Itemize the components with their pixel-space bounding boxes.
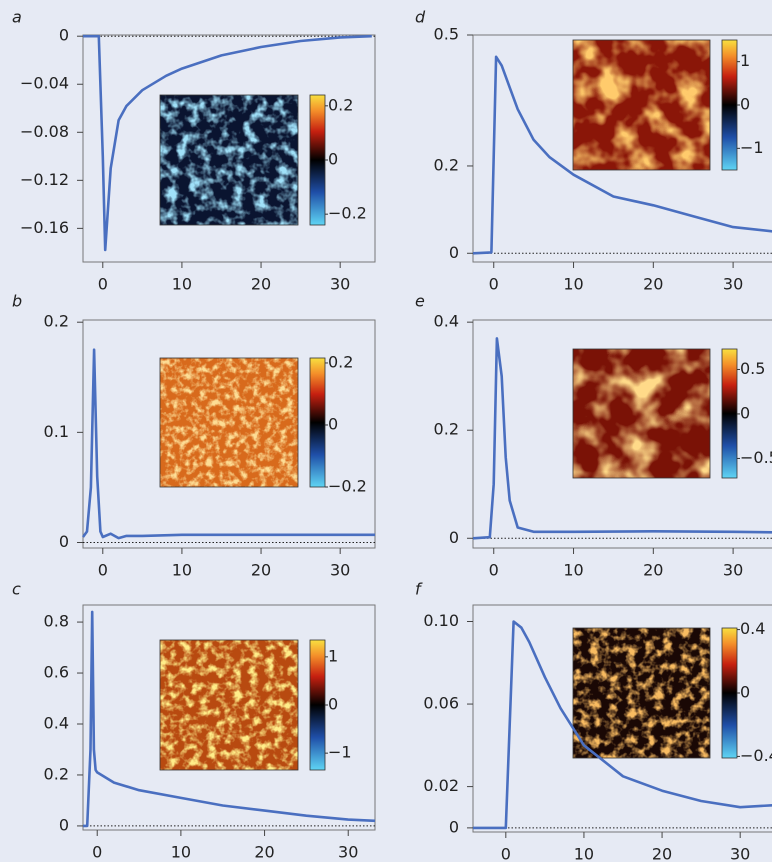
x-tick-label: 20 <box>643 275 663 294</box>
y-tick-label: 0.8 <box>44 612 69 631</box>
x-tick-label: 20 <box>254 843 274 862</box>
colorbar <box>722 628 737 758</box>
colorbar <box>722 349 737 478</box>
inset-texture <box>573 628 710 758</box>
y-tick-label: 0.06 <box>423 694 459 713</box>
y-tick-label: 0.5 <box>434 25 459 44</box>
colorbar-tick-label: −0.2 <box>328 204 367 223</box>
panel-letter: c <box>12 580 21 599</box>
colorbar-tick-label: −0.4 <box>740 746 772 765</box>
y-tick-label: 0 <box>449 528 459 547</box>
y-tick-label: 0.2 <box>434 155 459 174</box>
y-tick-label: 0.02 <box>423 776 459 795</box>
y-tick-label: 0 <box>449 817 459 836</box>
y-tick-label: 0 <box>59 532 69 551</box>
inset-texture <box>573 40 710 170</box>
y-tick-label: 0.2 <box>44 312 69 331</box>
inset-texture <box>160 640 298 770</box>
x-tick-label: 20 <box>643 561 663 580</box>
y-tick-label: −0.04 <box>20 74 69 93</box>
colorbar-tick-label: 0 <box>328 695 338 714</box>
panel-letter: d <box>415 8 426 27</box>
page: a0−0.04−0.08−0.12−0.1601020300.20−0.2b00… <box>0 0 772 862</box>
y-tick-label: 0.4 <box>434 312 459 331</box>
colorbar-tick-label: −1 <box>740 138 764 157</box>
panel-letter: a <box>12 8 22 27</box>
x-tick-label: 0 <box>501 845 511 862</box>
colorbar-tick-label: −0.2 <box>328 477 367 496</box>
colorbar <box>310 358 325 487</box>
x-tick-label: 20 <box>251 275 271 294</box>
figure: a0−0.04−0.08−0.12−0.1601020300.20−0.2b00… <box>0 0 772 862</box>
x-tick-label: 0 <box>489 561 499 580</box>
x-tick-label: 0 <box>92 843 102 862</box>
colorbar-tick-label: 1 <box>740 51 750 70</box>
colorbar-tick-label: 0.5 <box>740 359 765 378</box>
x-tick-label: 20 <box>251 561 271 580</box>
y-tick-label: −0.12 <box>20 170 69 189</box>
x-tick-label: 30 <box>330 275 350 294</box>
inset-texture <box>160 95 298 225</box>
y-tick-label: 0.2 <box>44 764 69 783</box>
colorbar-tick-label: 0.4 <box>740 619 765 638</box>
y-tick-label: 0.2 <box>434 420 459 439</box>
x-tick-label: 10 <box>574 845 594 862</box>
colorbar-tick-label: 0.2 <box>328 352 353 371</box>
colorbar-tick-label: 0 <box>740 403 750 422</box>
x-tick-label: 10 <box>172 275 192 294</box>
x-tick-label: 0 <box>98 275 108 294</box>
inset-texture <box>573 349 710 478</box>
colorbar-tick-label: −0.5 <box>740 448 772 467</box>
x-tick-label: 20 <box>652 845 672 862</box>
x-tick-label: 30 <box>338 843 358 862</box>
panel-letter: b <box>12 292 22 311</box>
panel-letter: f <box>415 580 423 599</box>
y-tick-label: 0 <box>59 815 69 834</box>
x-tick-label: 30 <box>730 845 750 862</box>
colorbar <box>310 95 325 225</box>
colorbar-tick-label: −1 <box>328 743 352 762</box>
inset-texture <box>160 358 298 487</box>
colorbar-tick-label: 1 <box>328 646 338 665</box>
y-tick-label: 0.1 <box>44 422 69 441</box>
x-tick-label: 10 <box>172 561 192 580</box>
x-tick-label: 10 <box>171 843 191 862</box>
x-tick-label: 10 <box>563 561 583 580</box>
x-tick-label: 0 <box>98 561 108 580</box>
colorbar <box>310 640 325 770</box>
x-tick-label: 10 <box>563 275 583 294</box>
colorbar-tick-label: 0 <box>328 150 338 169</box>
colorbar-tick-label: 0 <box>740 683 750 702</box>
colorbar-tick-label: 0 <box>740 95 750 114</box>
y-tick-label: −0.16 <box>20 218 69 237</box>
y-tick-label: −0.08 <box>20 122 69 141</box>
y-tick-label: 0.4 <box>44 713 69 732</box>
colorbar-tick-label: 0.2 <box>328 95 353 114</box>
x-tick-label: 0 <box>489 275 499 294</box>
panel-letter: e <box>415 292 425 311</box>
y-tick-label: 0 <box>449 243 459 262</box>
x-tick-label: 30 <box>723 275 743 294</box>
y-tick-label: 0.10 <box>423 611 459 630</box>
x-tick-label: 30 <box>330 561 350 580</box>
x-tick-label: 30 <box>723 561 743 580</box>
colorbar-tick-label: 0 <box>328 414 338 433</box>
y-tick-label: 0.6 <box>44 663 69 682</box>
y-tick-label: 0 <box>59 26 69 45</box>
colorbar <box>722 40 737 170</box>
